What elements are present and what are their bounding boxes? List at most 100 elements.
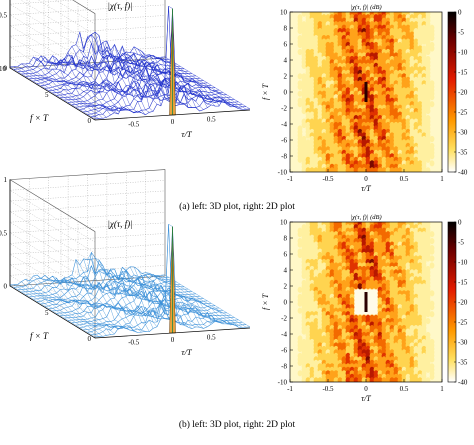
heatmap-cell	[421, 38, 427, 45]
x-tick-label: -1	[287, 385, 293, 393]
colorbar-tick-label: -25	[458, 109, 468, 117]
f-axis	[9, 285, 96, 339]
heatmap-image	[290, 12, 442, 172]
mesh-line-tau	[25, 63, 111, 116]
heatmap-cell	[317, 377, 323, 382]
heatmap-cell	[341, 377, 347, 382]
tau-tick-label: 0.5	[207, 334, 216, 342]
mesh-line-tau	[110, 271, 196, 328]
mesh-line-tau	[9, 284, 96, 338]
mesh-line-tau	[106, 266, 193, 329]
colorbar-tick-label: -10	[458, 49, 468, 57]
center-peak	[364, 292, 368, 312]
mesh-line-tau	[118, 274, 204, 329]
heatmap-cell	[353, 283, 359, 290]
heatmap-cell	[429, 231, 435, 238]
y-tick-label: -6	[281, 137, 287, 145]
mesh-line-tau	[29, 280, 115, 335]
tau-axis	[94, 327, 251, 339]
y-tick-label: -8	[281, 363, 287, 371]
z-tick-label: 0.5	[0, 11, 8, 19]
colorbar-tick-label: 0	[458, 219, 462, 227]
heatmap-cell	[297, 41, 303, 49]
wall-gridline	[20, 0, 96, 46]
colorbar-tick-label: 0	[458, 9, 462, 17]
wall-gridline	[9, 201, 166, 264]
heatmap-cell	[345, 167, 351, 172]
heatmap-cell	[369, 377, 375, 382]
mesh-line-tau	[106, 45, 192, 108]
y-tick-label: -4	[281, 331, 287, 339]
heatmap-cell	[361, 377, 367, 382]
heatmap-cell	[429, 356, 435, 363]
mesh-line-tau	[145, 55, 231, 107]
wall-gridline	[54, 0, 96, 25]
heatmap-cell	[413, 167, 419, 172]
heatmap-cell	[297, 48, 303, 56]
heatmap-cell	[425, 48, 431, 56]
mesh-line-tau	[25, 279, 111, 335]
colorbar-tick-label: -10	[458, 259, 468, 267]
colorbar-tick-label: -5	[458, 239, 464, 247]
heatmap-cell	[297, 345, 303, 353]
mesh-line-tau	[17, 66, 103, 119]
heatmap-cell	[429, 153, 435, 160]
heatmap-cell	[301, 108, 307, 115]
y-tick-label: -2	[281, 315, 287, 323]
heatmap-cell	[337, 167, 343, 172]
heatmap-cell	[429, 248, 435, 255]
y-tick-label: 8	[284, 235, 288, 243]
heatmap-cell	[297, 28, 303, 35]
center-peak	[364, 82, 368, 102]
tau-tick-label: 0	[171, 118, 175, 126]
surface-mesh	[9, 223, 251, 338]
heatmap-cell	[297, 231, 303, 238]
heatmap-cell	[365, 167, 371, 172]
y-tick-label: -10	[278, 379, 288, 387]
heatmap-cell	[349, 167, 355, 172]
wall-gridline	[9, 15, 166, 78]
mesh-line-tau	[64, 276, 150, 332]
mesh-line-tau	[21, 63, 107, 118]
mesh-line-f	[56, 285, 212, 314]
heatmap-cell	[397, 377, 403, 382]
tau-axis	[94, 109, 251, 121]
heatmap-cell	[417, 167, 423, 172]
heatmap-cell	[377, 167, 383, 172]
heatmap-cell	[301, 167, 307, 172]
back-wall	[9, 0, 166, 69]
mesh-line-tau	[164, 56, 251, 110]
heatmap-cell	[405, 167, 411, 172]
heatmap-cell	[297, 101, 303, 108]
heatmap-cell	[297, 90, 303, 97]
z-tick-label: 0.5	[0, 229, 8, 237]
mesh-line-tau	[40, 55, 127, 112]
y-tick-label: -2	[281, 105, 287, 113]
heatmap-cell	[425, 311, 431, 318]
y-tick-label: 8	[284, 25, 288, 33]
heatmap-cell	[429, 262, 435, 269]
heatmap-cell	[305, 132, 311, 139]
f-axis-label: f × T	[30, 331, 49, 341]
colorbar-tick-label: -40	[458, 379, 468, 387]
mesh-line-tau	[71, 274, 158, 327]
heatmap-cell	[365, 377, 371, 382]
mesh-line-tau	[75, 259, 162, 323]
heatmap-cell	[297, 359, 303, 366]
mesh-line-tau	[164, 274, 251, 328]
heatmap-cell	[405, 377, 411, 382]
mesh-line-tau	[141, 51, 227, 105]
mesh-line-tau	[122, 274, 208, 327]
heatmap-title: |χ(τ, f)| (dB)	[350, 214, 381, 221]
heatmap-cell	[425, 366, 431, 373]
heatmap-cell	[297, 286, 303, 293]
wall-gridline	[9, 243, 166, 307]
tau-tick-label: -0.5	[128, 339, 140, 347]
tau-axis-label: τ/T	[181, 129, 192, 139]
mesh-line-tau	[40, 274, 127, 330]
heatmap-cell	[369, 283, 375, 290]
mesh-line-tau	[122, 55, 208, 108]
mesh-line-tau	[68, 276, 154, 329]
colorbar-tick-label: -15	[458, 279, 468, 287]
